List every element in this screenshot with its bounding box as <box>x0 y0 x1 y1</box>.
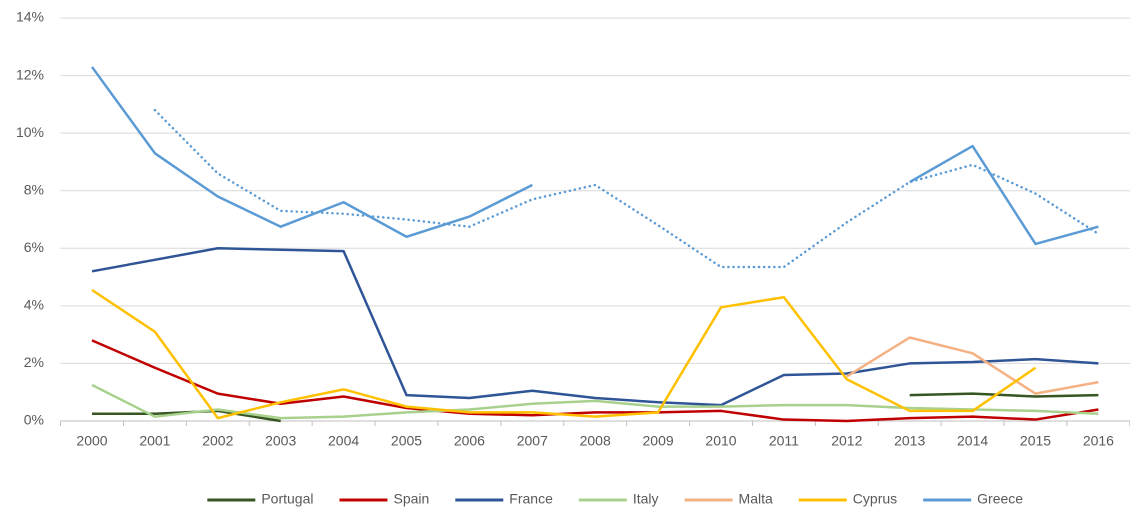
x-tick-label: 2007 <box>517 433 548 449</box>
x-tick-label: 2002 <box>202 433 233 449</box>
series-line <box>91 247 1099 407</box>
x-tick-label: 2000 <box>76 433 107 449</box>
legend-label: France <box>509 491 553 507</box>
legend-label: Cyprus <box>853 491 897 507</box>
x-tick-label: 2010 <box>705 433 736 449</box>
series-line <box>91 339 1099 423</box>
series-line <box>846 336 1099 395</box>
x-tick-label: 2016 <box>1083 433 1114 449</box>
x-tick-label: 2003 <box>265 433 296 449</box>
x-tick-label: 2001 <box>139 433 170 449</box>
y-tick-label: 4% <box>24 297 44 313</box>
x-tick-label: 2012 <box>831 433 862 449</box>
y-tick-label: 12% <box>16 66 44 82</box>
legend: Portugal Spain France Italy Malta Cyprus Greec… <box>207 491 1023 507</box>
x-tick-label: 2008 <box>580 433 611 449</box>
y-tick-label: 6% <box>24 239 44 255</box>
legend-label: Portugal <box>261 491 313 507</box>
dotted-line <box>153 108 1100 269</box>
series-line <box>91 383 1099 420</box>
x-tick-label: 2014 <box>957 433 988 449</box>
y-tick-label: 14% <box>16 9 44 25</box>
y-tick-label: 0% <box>24 412 44 428</box>
y-tick-label: 2% <box>24 354 44 370</box>
x-tick-label: 2009 <box>643 433 674 449</box>
legend-label: Greece <box>977 491 1023 507</box>
legend-label: Spain <box>393 491 429 507</box>
legend-label: Italy <box>633 491 659 507</box>
x-tick-label: 2013 <box>894 433 925 449</box>
x-tick-label: 2006 <box>454 433 485 449</box>
x-tick-label: 2015 <box>1020 433 1051 449</box>
x-tick-label: 2011 <box>769 433 799 449</box>
series-line <box>91 288 1037 420</box>
x-tick-label: 2005 <box>391 433 422 449</box>
y-tick-label: 8% <box>24 181 44 197</box>
y-tick-label: 10% <box>16 124 44 140</box>
x-tick-label: 2004 <box>328 433 359 449</box>
legend-label: Malta <box>739 491 773 507</box>
series-line <box>90 66 1099 246</box>
